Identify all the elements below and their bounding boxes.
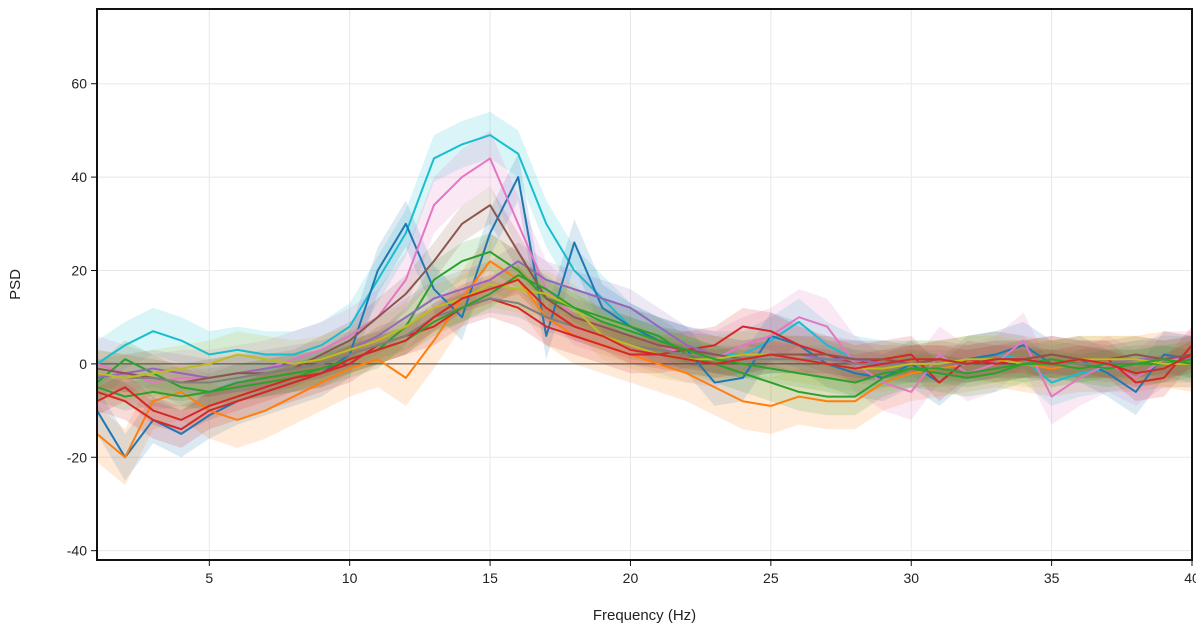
y-tick-label-3: 20 (71, 262, 87, 278)
y-tick-label-0: -40 (67, 543, 87, 559)
x-tick-label-7: 40 (1184, 570, 1196, 586)
series-band-6 (97, 242, 1192, 397)
confidence-bands (97, 111, 1192, 486)
series-line-11 (96, 278, 1193, 421)
y-tick-label-1: -20 (67, 449, 87, 465)
x-tick-label-4: 25 (763, 570, 779, 586)
series-line-10 (96, 274, 1193, 398)
x-tick-label-1: 10 (342, 570, 358, 586)
x-tick-label-6: 35 (1044, 570, 1060, 586)
y-axis-label: PSD (7, 269, 24, 300)
series-lines (96, 134, 1193, 459)
x-tick-label-3: 20 (623, 570, 639, 586)
series-line-5 (96, 250, 1193, 398)
x-axis-label: Frequency (Hz) (593, 607, 696, 624)
plot-frame (96, 8, 1193, 561)
y-tick-label-4: 40 (71, 169, 87, 185)
y-tick-label-2: 0 (79, 356, 87, 372)
y-tick-label-5: 60 (71, 76, 87, 92)
grid (97, 9, 1193, 560)
x-tick-label-2: 15 (482, 570, 498, 586)
x-tick-label-0: 5 (205, 570, 213, 586)
series-line-9 (96, 283, 1192, 379)
x-tick-label-5: 30 (903, 570, 919, 586)
series-band-7 (97, 186, 1192, 402)
axis-ticks: 5 10 15 20 25 30 35 40 -40 -20 0 20 40 60 (67, 76, 1196, 586)
series-band-3 (97, 130, 1192, 425)
